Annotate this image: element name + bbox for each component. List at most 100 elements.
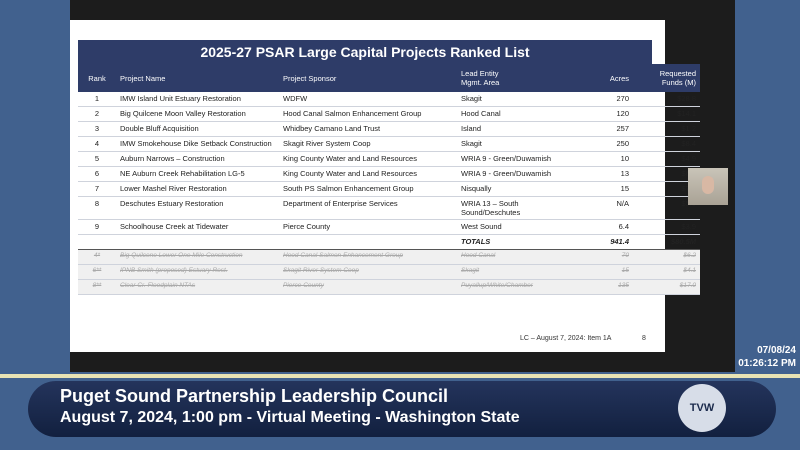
- table-cell: 257: [580, 121, 633, 137]
- table-cell: 15: [580, 181, 633, 197]
- struck-cell: $6.2: [633, 249, 700, 265]
- banner-subtitle: August 7, 2024, 1:00 pm - Virtual Meetin…: [60, 409, 520, 426]
- date: 07/08/24: [757, 345, 796, 356]
- table-row: 5 Auburn Narrows – Construction King Count…: [78, 151, 700, 167]
- table-cell: 7: [78, 181, 116, 197]
- table-cell: 250: [580, 136, 633, 152]
- table-cell: IMW Smokehouse Dike Setback Construction: [116, 136, 279, 152]
- table-cell: Whidbey Camano Land Trust: [279, 121, 457, 137]
- time: 01:26:12 PM: [738, 358, 796, 369]
- struck-cell: Big Quilcene Lower One Mile Construction: [116, 249, 279, 265]
- table-cell: Lower Mashel River Restoration: [116, 181, 279, 197]
- person: [702, 176, 714, 194]
- table-cell: $14.1: [633, 106, 700, 122]
- table-cell: Double Bluff Acquisition: [116, 121, 279, 137]
- table-cell: Schoolhouse Creek at Tidewater: [116, 219, 279, 235]
- table-cell: 6.4: [580, 219, 633, 235]
- column-header: Requested Funds (M): [633, 64, 700, 92]
- table-cell: King County Water and Land Resources: [279, 151, 457, 167]
- table-cell: Pierce County: [279, 219, 457, 235]
- struck-row: 8** Clear Cr. Floodplain NTAs Pierce Count…: [78, 279, 700, 295]
- stripe: [0, 374, 800, 378]
- table-cell: WRIA 13 – South Sound/Deschutes: [457, 196, 580, 220]
- column-header: Lead Entity Mgmt. Area: [457, 64, 580, 92]
- struck-cell: Hood Canal Salmon Enhancement Group: [279, 249, 457, 265]
- banner: [28, 381, 776, 437]
- struck-cell: Clear Cr. Floodplain NTAs: [116, 279, 279, 295]
- table-cell: IMW Island Unit Estuary Restoration: [116, 92, 279, 107]
- header-row: Rank Project Name Project Sponsor Lead Enti…: [78, 64, 700, 92]
- totals-acres: 941.4: [580, 234, 633, 250]
- column-header: Project Name: [116, 64, 279, 92]
- table-cell: Deschutes Estuary Restoration: [116, 196, 279, 220]
- struck-cell: Pierce County: [279, 279, 457, 295]
- table-cell: 2: [78, 106, 116, 122]
- column-header: Rank: [78, 64, 116, 92]
- table-cell: $1.2: [633, 121, 700, 137]
- empty-cell: [78, 234, 116, 250]
- table-cell: Hood Canal Salmon Enhancement Group: [279, 106, 457, 122]
- table-cell: WDFW: [279, 92, 457, 107]
- struck-cell: IPNB Smith (proposed) Estuary Rest.: [116, 264, 279, 280]
- table-row: 8 Deschutes Estuary Restoration Department…: [78, 196, 700, 220]
- page-number: 8: [642, 335, 646, 342]
- struck-cell: $17.0: [633, 279, 700, 295]
- struck-cell: Puyallup/White/Chamber: [457, 279, 580, 295]
- totals-funds: $80.5M: [633, 234, 700, 250]
- table-cell: 13: [580, 166, 633, 182]
- table-cell: Skagit: [457, 92, 580, 107]
- webcam: [688, 168, 728, 205]
- empty-cell: [279, 234, 457, 250]
- struck-cell: Hood Canal: [457, 249, 580, 265]
- table-cell: Hood Canal: [457, 106, 580, 122]
- table-cell: N/A: [580, 196, 633, 220]
- struck-cell: 6**: [78, 264, 116, 280]
- table-cell: WRIA 9 - Green/Duwamish: [457, 166, 580, 182]
- table-cell: 6: [78, 166, 116, 182]
- table-row: 9 Schoolhouse Creek at Tidewater Pierce Co…: [78, 219, 700, 235]
- table-cell: $3.9: [633, 219, 700, 235]
- table-cell: King County Water and Land Resources: [279, 166, 457, 182]
- table-row: 1 IMW Island Unit Estuary Restoration WDFW…: [78, 92, 700, 107]
- empty-cell: [116, 234, 279, 250]
- table-cell: Skagit River System Coop: [279, 136, 457, 152]
- logo: TVW: [678, 384, 726, 432]
- table-cell: West Sound: [457, 219, 580, 235]
- table-cell: $28.8: [633, 92, 700, 107]
- table-row: 6 NE Auburn Creek Rehabilitation LG-5 King…: [78, 166, 700, 182]
- struck-cell: 135: [580, 279, 633, 295]
- table-cell: Big Quilcene Moon Valley Restoration: [116, 106, 279, 122]
- table-row: 4 IMW Smokehouse Dike Setback Constructio…: [78, 136, 700, 152]
- table-cell: 9: [78, 219, 116, 235]
- table-row: 7 Lower Mashel River Restoration South PS …: [78, 181, 700, 197]
- table-cell: 10: [580, 151, 633, 167]
- totals-label: TOTALS: [457, 234, 580, 250]
- struck-cell: 8**: [78, 279, 116, 295]
- table-row: 3 Double Bluff Acquisition Whidbey Camano …: [78, 121, 700, 137]
- table-cell: $8.4: [633, 136, 700, 152]
- table-cell: Skagit: [457, 136, 580, 152]
- column-header: Project Sponsor: [279, 64, 457, 92]
- banner-title: Puget Sound Partnership Leadership Counc…: [60, 386, 449, 406]
- slide-footer: LC – August 7, 2024: Item 1A: [520, 335, 612, 342]
- table-cell: Auburn Narrows – Construction: [116, 151, 279, 167]
- table-cell: Nisqually: [457, 181, 580, 197]
- struck-cell: 70: [580, 249, 633, 265]
- table-cell: 5: [78, 151, 116, 167]
- column-header: Acres: [580, 64, 633, 92]
- struck-cell: 15: [580, 264, 633, 280]
- table-row: 2 Big Quilcene Moon Valley Restoration Hoo…: [78, 106, 700, 122]
- table-cell: WRIA 9 - Green/Duwamish: [457, 151, 580, 167]
- table-cell: Department of Enterprise Services: [279, 196, 457, 220]
- struck-cell: Skagit River System Coop: [279, 264, 457, 280]
- table-cell: 120: [580, 106, 633, 122]
- table-cell: 270: [580, 92, 633, 107]
- table-cell: 4: [78, 136, 116, 152]
- struck-cell: 4*: [78, 249, 116, 265]
- table-cell: 1: [78, 92, 116, 107]
- table-cell: $4.9: [633, 151, 700, 167]
- table-cell: 8: [78, 196, 116, 220]
- table-cell: South PS Salmon Enhancement Group: [279, 181, 457, 197]
- table-cell: NE Auburn Creek Rehabilitation LG-5: [116, 166, 279, 182]
